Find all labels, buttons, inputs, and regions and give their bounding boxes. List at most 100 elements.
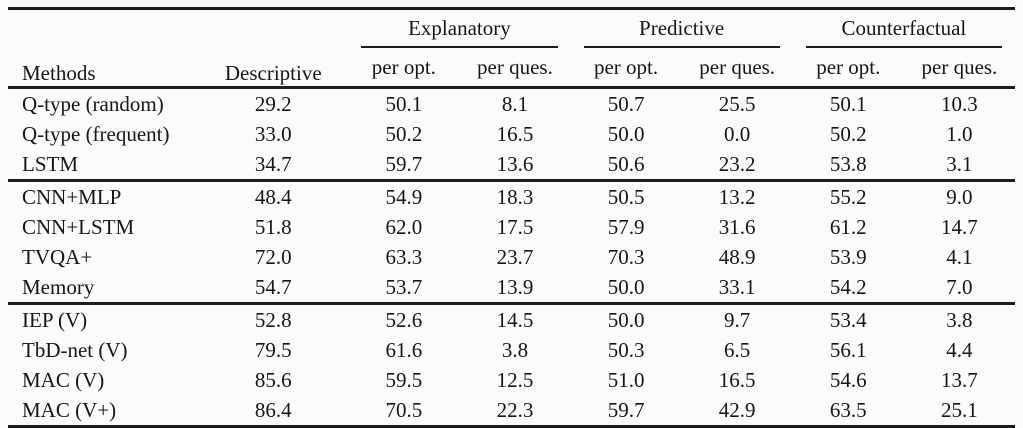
value-cell: 61.6 <box>385 337 423 362</box>
value-cell: 50.2 <box>829 121 867 146</box>
method-cell: TVQA+ <box>22 244 93 269</box>
method-cell: MAC (V+) <box>22 397 117 422</box>
method-cell: LSTM <box>22 151 79 176</box>
value-cell: 14.7 <box>941 214 978 239</box>
value-cell: 57.9 <box>607 214 645 239</box>
table-row: CNN+LSTM 51.8 62.0 17.5 57.9 31.6 61.2 1… <box>8 212 1015 242</box>
value-cell: 50.0 <box>607 274 645 299</box>
value-cell: 4.4 <box>946 337 973 362</box>
value-cell: 62.0 <box>385 214 423 239</box>
table-row: MAC (V) 85.6 59.5 12.5 51.0 16.5 54.6 13… <box>8 365 1015 395</box>
value-cell: 52.8 <box>254 307 292 332</box>
method-cell: MAC (V) <box>22 367 105 392</box>
value-cell: 59.7 <box>385 151 423 176</box>
value-cell: 48.4 <box>254 184 292 209</box>
table-row: LSTM 34.7 59.7 13.6 50.6 23.2 53.8 3.1 <box>8 149 1015 181</box>
predictive-per-ques-header: per ques. <box>699 54 776 79</box>
value-cell: 7.0 <box>946 274 973 299</box>
value-cell: 13.9 <box>496 274 534 299</box>
predictive-group-header: Predictive <box>571 9 793 48</box>
value-cell: 55.2 <box>829 184 867 209</box>
method-cell: IEP (V) <box>22 307 88 332</box>
value-cell: 18.3 <box>496 184 534 209</box>
method-cell: Q-type (random) <box>22 91 164 116</box>
value-cell: 13.2 <box>718 184 756 209</box>
value-cell: 70.5 <box>385 397 423 422</box>
explanatory-group-header: Explanatory <box>348 9 570 48</box>
value-cell: 50.2 <box>385 121 423 146</box>
value-cell: 16.5 <box>718 367 756 392</box>
explanatory-per-ques-header: per ques. <box>477 54 553 79</box>
methods-column-header: Methods <box>22 61 96 85</box>
value-cell: 54.7 <box>254 274 292 299</box>
method-cell: TbD-net (V) <box>22 337 128 362</box>
counterfactual-label: Counterfactual <box>805 16 1002 48</box>
counterfactual-group-header: Counterfactual <box>793 9 1015 48</box>
value-cell: 13.6 <box>496 151 534 176</box>
value-cell: 50.1 <box>829 91 867 116</box>
method-cell: Memory <box>22 274 95 299</box>
value-cell: 3.1 <box>946 151 973 176</box>
value-cell: 61.2 <box>829 214 867 239</box>
predictive-per-opt-header: per opt. <box>593 54 659 79</box>
method-cell: CNN+LSTM <box>22 214 135 239</box>
table-row: Q-type (frequent) 33.0 50.2 16.5 50.0 0.… <box>8 119 1015 149</box>
value-cell: 8.1 <box>501 91 529 116</box>
value-cell: 17.5 <box>496 214 534 239</box>
counterfactual-per-ques-header: per ques. <box>921 54 998 79</box>
table-row: Q-type (random) 29.2 50.1 8.1 50.7 25.5 … <box>8 88 1015 120</box>
value-cell: 34.7 <box>254 151 292 176</box>
value-cell: 50.1 <box>385 91 423 116</box>
value-cell: 59.5 <box>385 367 423 392</box>
value-cell: 53.7 <box>385 274 423 299</box>
table-header: Methods Descriptive Explanatory Predicti… <box>8 9 1015 88</box>
value-cell: 86.4 <box>254 397 292 422</box>
value-cell: 3.8 <box>501 337 529 362</box>
value-cell: 6.5 <box>724 337 751 362</box>
value-cell: 63.3 <box>385 244 423 269</box>
results-table: Methods Descriptive Explanatory Predicti… <box>8 7 1015 428</box>
value-cell: 12.5 <box>496 367 534 392</box>
value-cell: 51.8 <box>254 214 292 239</box>
value-cell: 85.6 <box>254 367 292 392</box>
value-cell: 16.5 <box>496 121 534 146</box>
value-cell: 22.3 <box>496 397 534 422</box>
value-cell: 29.2 <box>254 91 292 116</box>
value-cell: 14.5 <box>496 307 534 332</box>
method-cell: Q-type (frequent) <box>22 121 170 146</box>
value-cell: 9.7 <box>724 307 751 332</box>
value-cell: 53.4 <box>829 307 867 332</box>
method-cell: CNN+MLP <box>22 184 122 209</box>
value-cell: 23.7 <box>496 244 534 269</box>
value-cell: 50.6 <box>607 151 645 176</box>
value-cell: 9.0 <box>946 184 973 209</box>
counterfactual-per-opt-header: per opt. <box>816 54 881 79</box>
value-cell: 50.0 <box>607 121 645 146</box>
value-cell: 53.9 <box>829 244 867 269</box>
value-cell: 25.5 <box>718 91 756 116</box>
explanatory-per-opt-header: per opt. <box>371 54 436 79</box>
row-group-baselines: Q-type (random) 29.2 50.1 8.1 50.7 25.5 … <box>8 87 1015 181</box>
value-cell: 50.0 <box>607 307 645 332</box>
value-cell: 53.8 <box>829 151 867 176</box>
value-cell: 72.0 <box>254 244 292 269</box>
value-cell: 13.7 <box>941 367 978 392</box>
value-cell: 56.1 <box>829 337 867 362</box>
value-cell: 79.5 <box>254 337 292 362</box>
value-cell: 63.5 <box>829 397 867 422</box>
table-row: TbD-net (V) 79.5 61.6 3.8 50.3 6.5 56.1 … <box>8 335 1015 365</box>
table-row: Memory 54.7 53.7 13.9 50.0 33.1 54.2 7.0 <box>8 272 1015 304</box>
value-cell: 52.6 <box>385 307 423 332</box>
value-cell: 4.1 <box>946 244 973 269</box>
value-cell: 48.9 <box>718 244 756 269</box>
value-cell: 50.7 <box>607 91 645 116</box>
row-group-program-models: IEP (V) 52.8 52.6 14.5 50.0 9.7 53.4 3.8… <box>8 303 1015 428</box>
value-cell: 70.3 <box>607 244 645 269</box>
value-cell: 50.5 <box>607 184 645 209</box>
value-cell: 25.1 <box>941 397 978 422</box>
table-row: CNN+MLP 48.4 54.9 18.3 50.5 13.2 55.2 9.… <box>8 181 1015 213</box>
value-cell: 33.0 <box>254 121 292 146</box>
value-cell: 31.6 <box>718 214 756 239</box>
value-cell: 23.2 <box>718 151 756 176</box>
